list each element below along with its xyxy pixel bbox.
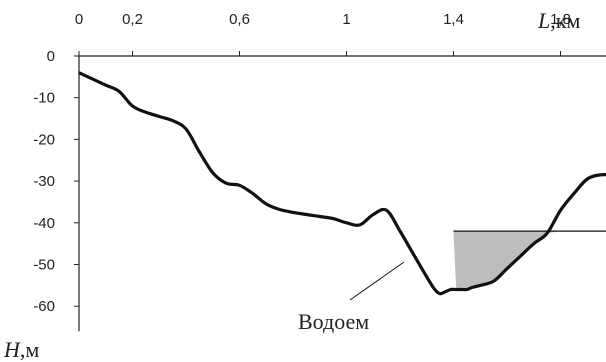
annotation-water-body: Водоем [298,309,369,334]
y-tick-label: 0 [47,48,55,65]
annotation-leader-line [349,261,405,301]
x-axis-var: L [537,8,550,33]
y-tick-label: -30 [33,173,55,190]
x-tick-labels: 0 0,2 0,6 1 1,4 1,8 [75,11,571,56]
y-tick-labels: 0 -10 -20 -30 -40 -50 -60 [33,48,79,315]
y-tick-label: -50 [33,257,55,274]
y-tick-label: -60 [33,298,55,315]
y-axis-unit: ,м [20,337,40,362]
x-tick-label: 1,4 [443,11,464,28]
x-axis-title: L,км [537,8,580,33]
water-area [453,231,606,290]
y-tick-label: -10 [33,90,55,107]
x-axis-unit: ,км [550,8,580,33]
terrain-profile-line [78,71,606,296]
x-tick-label: 1,8 [550,11,571,28]
x-tick-label: 0,2 [122,11,143,28]
y-tick-label: -40 [33,215,55,232]
x-tick-label: 1 [342,11,350,28]
y-axis-var: H [3,337,21,362]
y-tick-label: -20 [33,131,55,148]
x-tick-label: 0 [75,11,83,28]
y-axis-title: H,м [3,337,39,362]
x-tick-label: 0,6 [229,11,250,28]
axes [78,55,606,332]
